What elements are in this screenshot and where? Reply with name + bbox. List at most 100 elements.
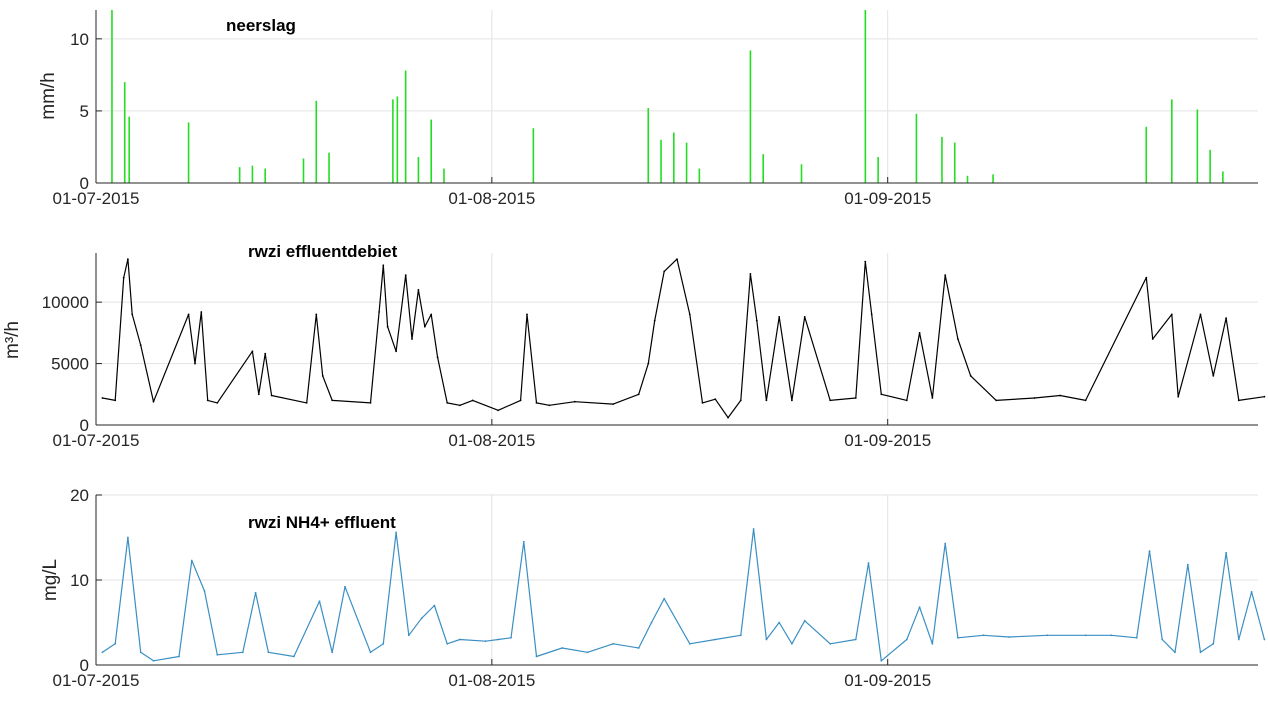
ytick-label-rwzi-nh4-effluent-0: 0: [80, 656, 89, 675]
data-point-rwzi-effluentdebiet-78: [1225, 317, 1227, 319]
data-point-rwzi-effluentdebiet-62: [905, 399, 908, 402]
data-point-rwzi-nh4-effluent-0: [101, 651, 104, 654]
data-point-rwzi-nh4-effluent-24: [484, 640, 487, 643]
data-point-rwzi-nh4-effluent-54: [1046, 634, 1049, 637]
ylabel-neerslag: mm/h: [38, 72, 59, 120]
data-point-rwzi-effluentdebiet-37: [535, 402, 538, 404]
data-point-rwzi-nh4-effluent-44: [854, 638, 857, 641]
data-point-rwzi-nh4-effluent-1: [114, 642, 117, 645]
data-point-rwzi-effluentdebiet-65: [944, 274, 947, 276]
data-point-rwzi-nh4-effluent-51: [957, 636, 959, 639]
xtick-label-rwzi-effluentdebiet-0: 01-07-2015: [53, 431, 140, 450]
data-point-rwzi-effluentdebiet-13: [257, 393, 260, 396]
data-point-rwzi-effluentdebiet-75: [1177, 395, 1180, 398]
data-point-rwzi-effluentdebiet-14: [264, 352, 267, 355]
ytick-label-rwzi-effluentdebiet-0: 0: [80, 416, 89, 435]
data-point-rwzi-effluentdebiet-15: [270, 394, 273, 397]
data-point-rwzi-nh4-effluent-27: [522, 540, 525, 543]
data-point-rwzi-effluentdebiet-6: [152, 400, 155, 403]
data-point-rwzi-nh4-effluent-46: [880, 659, 883, 662]
data-point-rwzi-nh4-effluent-55: [1084, 634, 1087, 637]
data-point-rwzi-nh4-effluent-48: [918, 606, 921, 609]
data-point-rwzi-nh4-effluent-10: [254, 591, 257, 594]
data-point-rwzi-effluentdebiet-5: [139, 344, 142, 346]
data-point-rwzi-nh4-effluent-5: [178, 655, 180, 658]
data-point-rwzi-effluentdebiet-76: [1199, 313, 1202, 316]
axes-rwzi-effluentdebiet: 0 5000 10000 01-07-2015 01-08-2015 01-09-2015: [42, 253, 1258, 450]
data-point-rwzi-nh4-effluent-11: [267, 651, 270, 654]
data-point-rwzi-nh4-effluent-8: [216, 653, 219, 656]
data-point-rwzi-effluentdebiet-80: [1263, 395, 1266, 398]
data-point-rwzi-effluentdebiet-29: [430, 313, 433, 316]
data-point-rwzi-effluentdebiet-50: [739, 399, 742, 402]
data-point-rwzi-effluentdebiet-35: [519, 399, 522, 402]
data-point-rwzi-nh4-effluent-57: [1135, 636, 1138, 639]
data-point-rwzi-nh4-effluent-7: [203, 590, 206, 592]
data-point-rwzi-nh4-effluent-6: [190, 559, 193, 562]
data-point-rwzi-effluentdebiet-72: [1145, 276, 1148, 279]
data-point-rwzi-effluentdebiet-32: [459, 404, 461, 407]
data-point-rwzi-effluentdebiet-18: [321, 375, 324, 377]
data-point-rwzi-effluentdebiet-56: [803, 316, 806, 318]
data-point-rwzi-nh4-effluent-50: [944, 542, 947, 545]
data-point-rwzi-effluentdebiet-23: [386, 325, 389, 328]
data-point-rwzi-effluentdebiet-20: [369, 402, 372, 404]
data-point-rwzi-nh4-effluent-32: [637, 647, 640, 649]
ytick-label-rwzi-nh4-effluent-1: 10: [70, 571, 89, 590]
data-point-rwzi-effluentdebiet-47: [701, 402, 704, 404]
data-point-rwzi-effluentdebiet-70: [1059, 394, 1061, 397]
data-point-rwzi-effluentdebiet-28: [423, 325, 426, 328]
data-point-rwzi-effluentdebiet-12: [251, 350, 254, 353]
data-point-rwzi-effluentdebiet-66: [957, 338, 959, 340]
data-point-rwzi-effluentdebiet-16: [305, 402, 308, 404]
xtick-label-rwzi-effluentdebiet-1: 01-08-2015: [448, 431, 535, 450]
data-point-rwzi-effluentdebiet-42: [647, 362, 650, 365]
data-point-rwzi-effluentdebiet-52: [755, 319, 758, 322]
data-point-rwzi-nh4-effluent-39: [765, 638, 768, 641]
data-point-rwzi-nh4-effluent-16: [369, 651, 372, 654]
data-point-rwzi-nh4-effluent-64: [1225, 551, 1227, 554]
data-point-rwzi-effluentdebiet-51: [749, 273, 752, 275]
xtick-label-rwzi-nh4-effluent-2: 01-09-2015: [844, 671, 931, 690]
data-point-rwzi-nh4-effluent-22: [446, 642, 449, 645]
data-point-rwzi-nh4-effluent-62: [1199, 651, 1202, 654]
data-point-rwzi-effluentdebiet-45: [676, 258, 678, 260]
data-point-rwzi-effluentdebiet-17: [315, 313, 318, 316]
data-point-rwzi-nh4-effluent-42: [803, 619, 806, 622]
data-point-rwzi-nh4-effluent-20: [420, 617, 423, 620]
data-point-rwzi-nh4-effluent-37: [739, 634, 742, 637]
data-point-rwzi-nh4-effluent-65: [1237, 638, 1240, 641]
data-point-rwzi-effluentdebiet-67: [969, 375, 972, 377]
data-point-rwzi-nh4-effluent-34: [663, 597, 666, 600]
data-point-rwzi-effluentdebiet-33: [471, 399, 474, 402]
ylabel-rwzi-nh4-effluent: mg/L: [40, 559, 61, 601]
ytick-label-neerslag-1: 5: [80, 102, 89, 121]
data-point-rwzi-effluentdebiet-25: [404, 274, 407, 276]
data-point-rwzi-effluentdebiet-10: [206, 399, 209, 402]
data-point-rwzi-effluentdebiet-2: [122, 276, 125, 279]
data-point-rwzi-nh4-effluent-3: [139, 651, 142, 654]
data-point-rwzi-nh4-effluent-29: [561, 647, 563, 649]
data-point-rwzi-effluentdebiet-34: [497, 409, 500, 412]
data-point-rwzi-nh4-effluent-66: [1250, 591, 1253, 593]
xtick-label-rwzi-effluentdebiet-2: 01-09-2015: [844, 431, 931, 450]
data-point-rwzi-effluentdebiet-44: [663, 270, 666, 273]
data-point-rwzi-nh4-effluent-33: [650, 621, 653, 624]
ytick-label-rwzi-effluentdebiet-1: 5000: [51, 355, 89, 374]
data-point-rwzi-effluentdebiet-69: [1033, 397, 1036, 399]
data-point-rwzi-effluentdebiet-7: [187, 313, 190, 316]
data-point-rwzi-effluentdebiet-0: [101, 397, 104, 399]
data-point-rwzi-effluentdebiet-31: [446, 402, 449, 404]
data-point-rwzi-effluentdebiet-64: [931, 397, 934, 399]
data-point-rwzi-nh4-effluent-21: [433, 604, 436, 607]
panel-rwzi-nh4-effluent: 0 10 20 01-07-2015 01-08-2015 01-09-2015 rwzi…: [40, 486, 1266, 690]
axes-neerslag: 0 5 10 01-07-2015 01-08-2015 01-09-2015: [53, 10, 1258, 208]
data-point-rwzi-effluentdebiet-74: [1170, 313, 1173, 316]
data-point-rwzi-effluentdebiet-54: [778, 316, 781, 318]
data-point-rwzi-effluentdebiet-36: [526, 313, 528, 316]
data-point-rwzi-nh4-effluent-15: [344, 585, 346, 588]
ytick-label-rwzi-effluentdebiet-2: 10000: [42, 293, 89, 312]
data-point-rwzi-nh4-effluent-23: [459, 638, 461, 641]
axes-rwzi-nh4-effluent: 0 10 20 01-07-2015 01-08-2015 01-09-2015: [53, 486, 1258, 690]
